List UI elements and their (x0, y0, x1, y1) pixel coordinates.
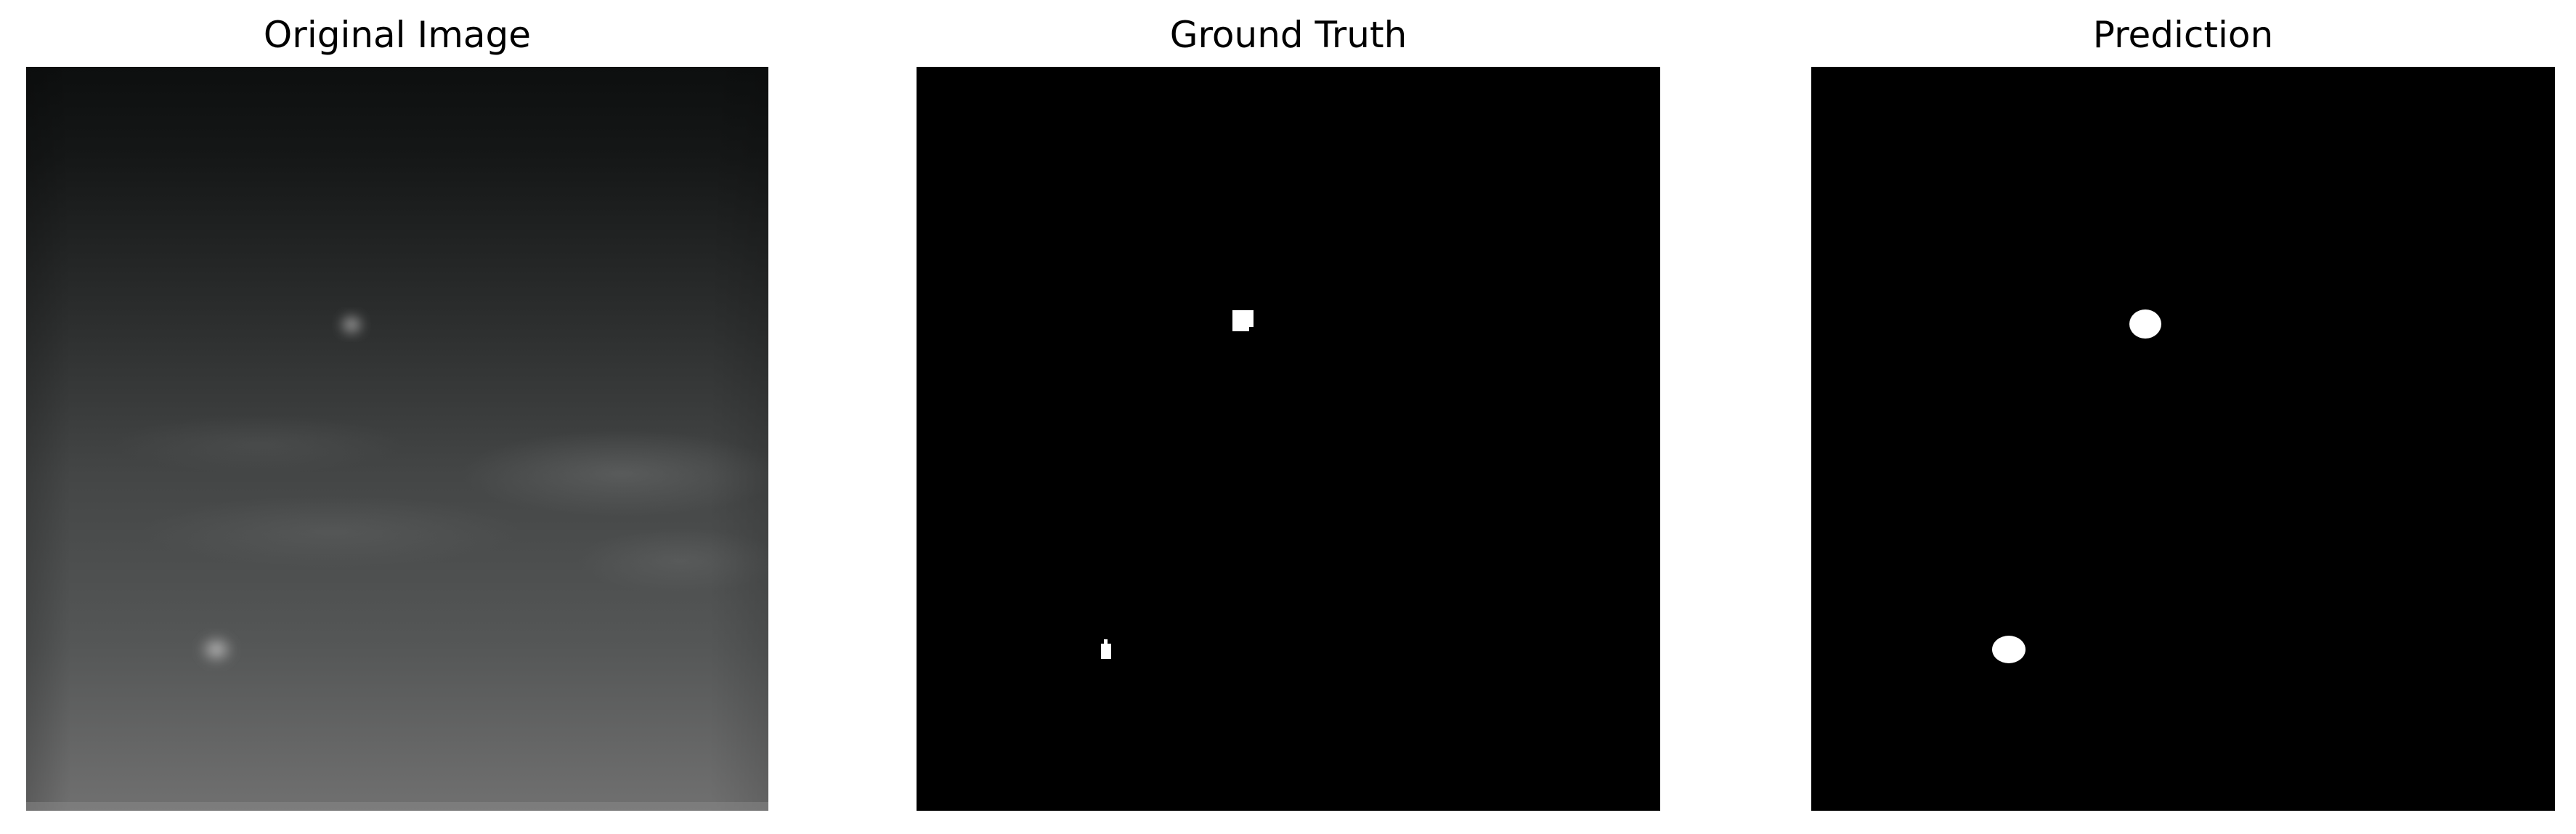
gt-blob-upper (1232, 310, 1254, 331)
original-image-panel (26, 67, 768, 811)
ground-truth-title: Ground Truth (1169, 14, 1407, 56)
ground-truth-mask (917, 67, 1660, 811)
prediction-mask (1811, 67, 2555, 811)
prediction-title: Prediction (2092, 14, 2274, 56)
pred-blob-lower (1992, 636, 2026, 663)
prediction-mask-panel (1811, 67, 2555, 811)
gt-blob-lower (1101, 639, 1111, 659)
pred-blob-upper (2129, 309, 2161, 339)
ground-truth-mask-panel (917, 67, 1660, 811)
original-image-title: Original Image (263, 14, 532, 56)
original-image (26, 67, 768, 811)
